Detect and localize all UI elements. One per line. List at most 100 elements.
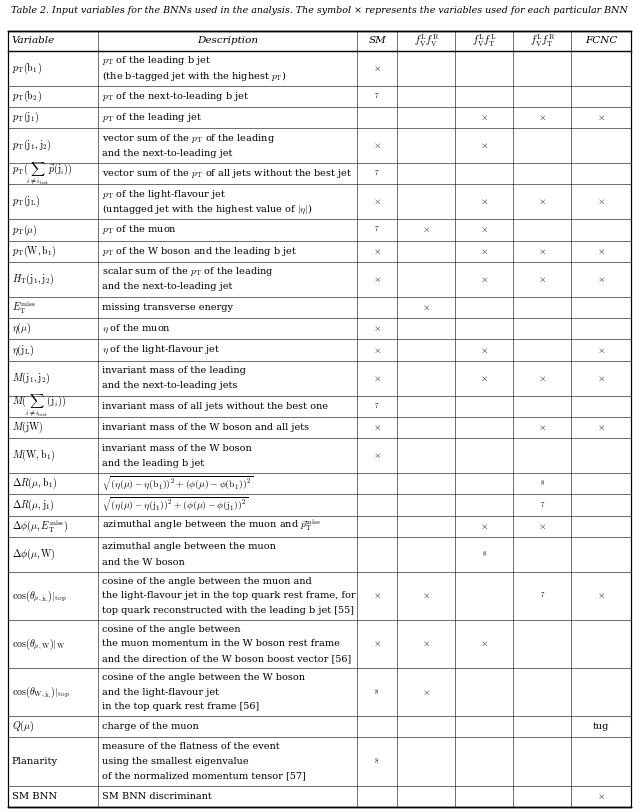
Text: $\Delta R(\mu,{\rm j}_1)$: $\Delta R(\mu,{\rm j}_1)$ [12,497,54,513]
Text: $\times$: $\times$ [481,275,489,284]
Text: $\times$: $\times$ [539,374,546,383]
Text: $\times$: $\times$ [481,639,489,649]
Text: $\times$: $\times$ [373,639,381,649]
Text: $\times$: $\times$ [597,114,606,122]
Text: $\times$: $\times$ [373,451,381,460]
Text: FCNC: FCNC [585,36,617,45]
Text: cosine of the angle between: cosine of the angle between [102,625,240,634]
Text: $\times$: $\times$ [481,522,489,531]
Text: $\times$: $\times$ [373,64,381,73]
Text: $Q(\mu)$: $Q(\mu)$ [12,719,34,735]
Text: and the W boson: and the W boson [102,557,185,567]
Text: $H_{\rm T}({\rm j}_1,{\rm j}_2)$: $H_{\rm T}({\rm j}_1,{\rm j}_2)$ [12,272,54,287]
Text: $p_{\rm T}({\rm j}_1)$: $p_{\rm T}({\rm j}_1)$ [12,110,39,126]
Text: $^8$: $^8$ [374,757,380,766]
Text: $p_{\rm T}$ of the muon: $p_{\rm T}$ of the muon [102,223,177,236]
Text: and the next-to-leading jet: and the next-to-leading jet [102,282,233,291]
Text: $\times$: $\times$ [597,591,606,600]
Text: $\times$: $\times$ [597,197,606,206]
Text: $p_{\rm T}$ of the W boson and the leading b jet: $p_{\rm T}$ of the W boson and the leadi… [102,245,297,258]
Text: $\times$: $\times$ [422,303,431,312]
Text: invariant mass of the W boson and all jets: invariant mass of the W boson and all je… [102,423,309,432]
Text: and the direction of the W boson boost vector [56]: and the direction of the W boson boost v… [102,654,351,663]
Text: $M({\rm jW})$: $M({\rm jW})$ [12,420,43,436]
Text: $\times$: $\times$ [481,141,489,150]
Text: $\times$: $\times$ [539,197,546,206]
Text: $^7$: $^7$ [374,225,380,234]
Text: $\times$: $\times$ [373,345,381,354]
Text: $\eta({\rm j}_{\rm L})$: $\eta({\rm j}_{\rm L})$ [12,342,34,358]
Text: $\times$: $\times$ [373,247,381,255]
Text: $\times$: $\times$ [422,639,431,649]
Text: SM BNN: SM BNN [12,792,57,800]
Text: $\times$: $\times$ [597,792,606,800]
Text: and the light-flavour jet: and the light-flavour jet [102,688,219,697]
Text: $\eta(\mu)$: $\eta(\mu)$ [12,321,31,337]
Text: charge of the muon: charge of the muon [102,723,199,732]
Text: azimuthal angle between the muon: azimuthal angle between the muon [102,543,276,551]
Text: $p_{\rm T}({\rm j}_{\rm L})$: $p_{\rm T}({\rm j}_{\rm L})$ [12,194,40,209]
Text: $E_{\rm T}^{\rm miss}$: $E_{\rm T}^{\rm miss}$ [12,299,35,315]
Text: $\times$: $\times$ [481,225,489,234]
Text: scalar sum of the $p_{\rm T}$ of the leading: scalar sum of the $p_{\rm T}$ of the lea… [102,265,273,278]
Text: $p_{\rm T}(\mu)$: $p_{\rm T}(\mu)$ [12,222,37,238]
Text: $M({\rm W},{\rm b}_1)$: $M({\rm W},{\rm b}_1)$ [12,448,55,463]
Text: $\times$: $\times$ [422,688,431,697]
Text: $^7$: $^7$ [539,591,545,600]
Text: $^8$: $^8$ [482,550,487,559]
Text: and the leading b jet: and the leading b jet [102,459,204,468]
Text: $p_{\rm T}$ of the leading jet: $p_{\rm T}$ of the leading jet [102,111,202,124]
Text: SM BNN discriminant: SM BNN discriminant [102,792,212,800]
Text: and the next-to-leading jet: and the next-to-leading jet [102,148,233,158]
Text: $\times$: $\times$ [597,345,606,354]
Text: $\times$: $\times$ [597,374,606,383]
Text: $\times$: $\times$ [422,591,431,600]
Text: $\times$: $\times$ [373,423,381,432]
Text: the light-flavour jet in the top quark rest frame, for: the light-flavour jet in the top quark r… [102,591,355,600]
Text: $^8$: $^8$ [374,688,380,697]
Text: $p_{\rm T}$ of the light-flavour jet: $p_{\rm T}$ of the light-flavour jet [102,188,226,201]
Text: $p_{\rm T}({\rm j}_1,{\rm j}_2)$: $p_{\rm T}({\rm j}_1,{\rm j}_2)$ [12,138,51,153]
Text: $\times$: $\times$ [539,114,546,122]
Text: $f_{\rm V}^{\rm L}f_{\rm T}^{\rm R}$: $f_{\rm V}^{\rm L}f_{\rm T}^{\rm R}$ [530,32,555,49]
Text: $f_{\rm V}^{\rm L}f_{\rm V}^{\rm R}$: $f_{\rm V}^{\rm L}f_{\rm V}^{\rm R}$ [413,32,439,49]
Text: $p_{\rm T}(\sum_{i\neq i_{\rm best}}\vec{p}({\rm j}_i))$: $p_{\rm T}(\sum_{i\neq i_{\rm best}}\vec… [12,161,72,187]
Text: $\times$: $\times$ [373,374,381,383]
Text: (untagged jet with the highest value of $|\eta|$): (untagged jet with the highest value of … [102,203,312,216]
Text: $\times$: $\times$ [481,114,489,122]
Text: $\eta$ of the light-flavour jet: $\eta$ of the light-flavour jet [102,344,220,356]
Text: $\times$: $\times$ [539,423,546,432]
Text: $\Delta\phi(\mu,E_{\rm T}^{\rm miss})$: $\Delta\phi(\mu,E_{\rm T}^{\rm miss})$ [12,518,68,534]
Text: vector sum of the $p_{\rm T}$ of all jets without the best jet: vector sum of the $p_{\rm T}$ of all jet… [102,167,352,180]
Text: $\sqrt{(\eta(\mu)-\eta({\rm j}_1))^2+(\phi(\mu)-\phi({\rm j}_1))^2}$: $\sqrt{(\eta(\mu)-\eta({\rm j}_1))^2+(\p… [102,496,249,514]
Text: cosine of the angle between the muon and: cosine of the angle between the muon and [102,577,312,586]
Text: cosine of the angle between the W boson: cosine of the angle between the W boson [102,673,305,682]
Text: $\times$: $\times$ [373,141,381,150]
Text: $\times$: $\times$ [597,247,606,255]
Text: the muon momentum in the W boson rest frame: the muon momentum in the W boson rest fr… [102,639,340,649]
Text: $\Delta R(\mu,{\rm b}_1)$: $\Delta R(\mu,{\rm b}_1)$ [12,476,57,491]
Text: $\cos(\theta_{\mu,{\rm j}_{\rm L}})|_{\rm top}$: $\cos(\theta_{\mu,{\rm j}_{\rm L}})|_{\r… [12,588,66,603]
Text: top quark reconstructed with the leading b jet [55]: top quark reconstructed with the leading… [102,606,354,615]
Text: $M(\sum_{i\neq i_{\rm best}}({\rm j}_i))$: $M(\sum_{i\neq i_{\rm best}}({\rm j}_i))… [12,393,65,419]
Text: measure of the flatness of the event: measure of the flatness of the event [102,742,279,752]
Text: azimuthal angle between the muon and $\vec{p}_{\rm T}^{\rm miss}$: azimuthal angle between the muon and $\v… [102,518,321,534]
Text: missing transverse energy: missing transverse energy [102,303,233,312]
Text: $^7$: $^7$ [374,92,380,101]
Text: $p_{\rm T}$ of the leading b jet: $p_{\rm T}$ of the leading b jet [102,54,211,67]
Text: Description: Description [197,36,258,45]
Text: $^7$: $^7$ [374,169,380,178]
Text: $^7$: $^7$ [374,401,380,410]
Text: $\times$: $\times$ [597,423,606,432]
Text: Variable: Variable [12,36,55,45]
Text: Table 2. Input variables for the BNNs used in the analysis. The symbol × represe: Table 2. Input variables for the BNNs us… [11,6,628,15]
Text: $\times$: $\times$ [481,345,489,354]
Text: $p_{\rm T}$ of the next-to-leading b jet: $p_{\rm T}$ of the next-to-leading b jet [102,90,249,103]
Text: invariant mass of all jets without the best one: invariant mass of all jets without the b… [102,401,328,410]
Text: $\cos(\theta_{\mu,{\rm W}})|_{\rm W}$: $\cos(\theta_{\mu,{\rm W}})|_{\rm W}$ [12,637,65,652]
Text: $\times$: $\times$ [481,247,489,255]
Text: and the next-to-leading jets: and the next-to-leading jets [102,381,237,390]
Text: Planarity: Planarity [12,757,58,766]
Text: $\Delta\phi(\mu,{\rm W})$: $\Delta\phi(\mu,{\rm W})$ [12,547,56,562]
Text: invariant mass of the leading: invariant mass of the leading [102,366,246,375]
